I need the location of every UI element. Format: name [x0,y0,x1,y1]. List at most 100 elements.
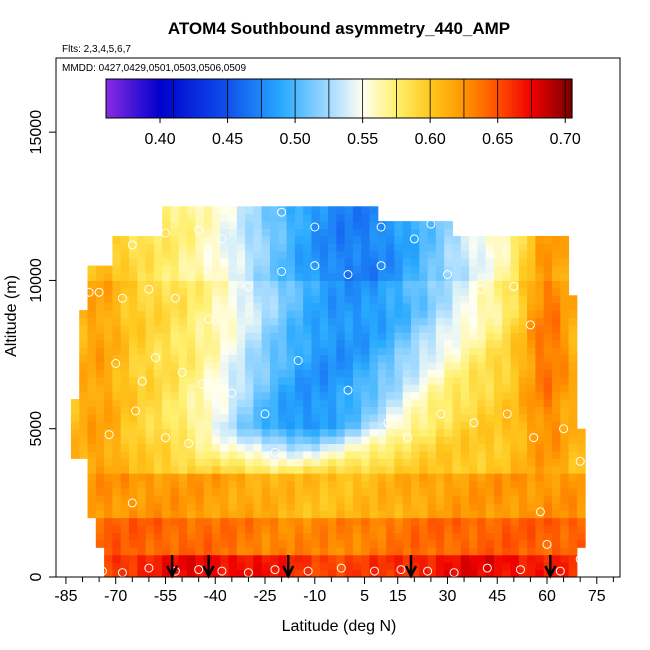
heatmap-cell [120,547,130,556]
heatmap-cell [319,569,329,578]
heatmap-cell [543,273,553,281]
heatmap-cell [278,554,288,563]
heatmap-cell [485,539,495,548]
heatmap-cell [469,480,478,489]
heatmap-cell [269,250,279,259]
heatmap-cell [419,547,429,556]
heatmap-cell [352,339,362,348]
heatmap-cell [344,532,354,541]
heatmap-cell [269,465,279,474]
heatmap-cell [95,399,105,407]
heatmap-cell [137,265,147,274]
heatmap-cell [568,361,578,370]
heatmap-cell [386,339,395,348]
heatmap-cell [527,310,536,318]
heatmap-cell [477,562,487,571]
heatmap-cell [560,532,570,541]
heatmap-cell [87,428,97,437]
heatmap-cell [361,391,371,400]
heatmap-cell [502,554,512,563]
heatmap-cell [460,384,470,393]
heatmap-cell [319,443,329,452]
heatmap-cell [328,376,337,385]
heatmap-cell [245,295,254,304]
heatmap-cell [104,450,113,459]
heatmap-cell [79,450,89,459]
heatmap-cell [178,302,188,311]
heatmap-cell [236,228,246,237]
heatmap-cell [510,295,520,304]
heatmap-cell [137,310,147,318]
heatmap-cell [460,354,470,363]
heatmap-cell [120,324,130,333]
heatmap-cell [444,480,453,489]
heatmap-cell [410,465,420,474]
heatmap-cell [211,391,221,400]
heatmap-cell [551,406,561,415]
heatmap-cell [236,569,246,578]
heatmap-cell [120,495,130,504]
heatmap-cell [336,525,346,534]
colorbar-segment [299,79,303,118]
heatmap-cell [286,421,296,430]
heatmap-cell [178,310,188,318]
heatmap-cell [518,310,528,318]
heatmap-cell [245,339,254,348]
heatmap-cell [352,495,362,504]
heatmap-cell [543,347,553,356]
heatmap-cell [328,228,337,237]
heatmap-cell [377,450,387,459]
heatmap-cell [452,295,462,304]
heatmap-cell [560,258,570,267]
heatmap-cell [145,532,155,541]
heatmap-cell [261,324,271,333]
heatmap-cell [328,465,337,474]
heatmap-cell [236,443,246,452]
heatmap-cell [128,532,138,541]
heatmap-cell [95,421,105,430]
heatmap-cell [535,310,545,318]
heatmap-cell [560,295,570,304]
colorbar-tick-label: 0.60 [415,131,446,148]
heatmap-cell [145,510,155,519]
heatmap-cell [469,369,478,378]
heatmap-cell [328,450,337,459]
heatmap-cell [278,324,288,333]
heatmap-cell [137,302,147,311]
heatmap-cell [568,436,578,445]
heatmap-cell [394,436,404,445]
heatmap-cell [286,406,296,415]
colorbar-tick-label: 0.50 [280,131,311,148]
heatmap-cell [543,502,553,511]
heatmap-cell [535,273,545,281]
heatmap-cell [153,369,163,378]
heatmap-cell [477,532,487,541]
heatmap-cell [361,361,371,370]
heatmap-cell [460,317,470,326]
heatmap-cell [87,265,97,274]
heatmap-cell [104,376,113,385]
heatmap-cell [419,302,429,311]
heatmap-cell [170,317,180,326]
heatmap-cell [245,280,254,289]
heatmap-cell [95,502,105,511]
heatmap-cell [203,206,213,215]
heatmap-cell [178,347,188,356]
heatmap-cell [187,324,196,333]
heatmap-cell [328,339,337,348]
heatmap-cell [245,302,254,311]
heatmap-cell [236,302,246,311]
heatmap-cell [104,399,113,407]
heatmap-cell [336,213,346,222]
heatmap-cell [170,421,180,430]
heatmap-cell [535,458,545,467]
heatmap-cell [286,517,296,526]
heatmap-cell [460,369,470,378]
heatmap-cell [120,361,130,370]
colorbar-segment [435,79,440,118]
heatmap-cell [294,502,304,511]
heatmap-cell [294,273,304,281]
colorbar-segment [182,79,187,118]
heatmap-cell [311,273,321,281]
heatmap-cell [195,421,205,430]
